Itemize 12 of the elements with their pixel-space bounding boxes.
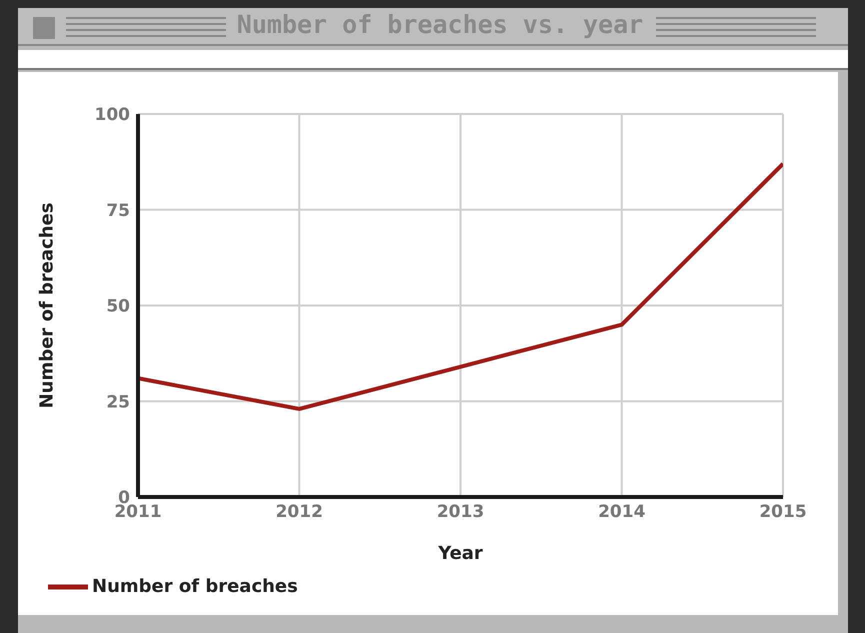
y-tick-label: 50 xyxy=(106,296,130,317)
x-tick-label: 2015 xyxy=(759,502,807,522)
x-tick-label: 2012 xyxy=(276,502,323,522)
legend-label: Number of breaches xyxy=(92,576,298,597)
y-axis-title: Number of breaches xyxy=(36,202,58,408)
y-tick-label: 25 xyxy=(106,392,130,412)
x-tick-label: 2013 xyxy=(436,502,484,522)
x-tick-label: 2014 xyxy=(598,502,646,522)
y-tick-label: 100 xyxy=(94,105,130,126)
line-series xyxy=(138,162,783,411)
x-axis-title: Year xyxy=(437,543,483,564)
y-tick-label: 75 xyxy=(106,200,130,221)
